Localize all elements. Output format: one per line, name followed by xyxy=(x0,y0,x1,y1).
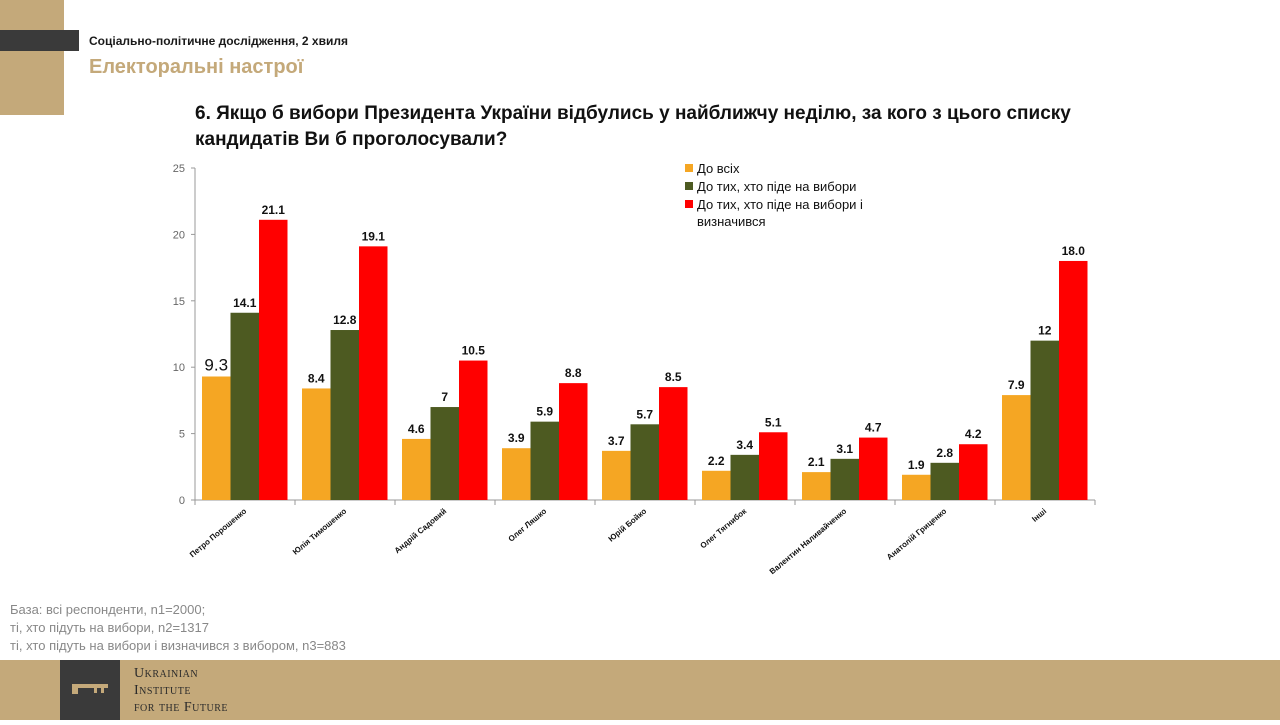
footer-bar xyxy=(0,660,1280,720)
bar xyxy=(1059,260,1088,500)
data-label: 9.3 xyxy=(204,355,228,374)
bar xyxy=(902,474,931,500)
data-label: 18.0 xyxy=(1062,244,1086,258)
bar xyxy=(259,219,288,501)
data-label: 4.7 xyxy=(865,421,882,435)
bar xyxy=(302,388,331,500)
bar xyxy=(530,421,559,500)
y-tick-label: 20 xyxy=(173,229,185,241)
bar xyxy=(802,472,831,500)
bar xyxy=(230,312,259,500)
logo-line-2: Institute xyxy=(134,683,191,698)
bar xyxy=(930,462,959,500)
bar xyxy=(202,376,231,500)
bar xyxy=(759,432,788,500)
x-category-label: Анатолій Гриценко xyxy=(885,507,948,562)
bar xyxy=(1030,340,1059,500)
x-category-label: Олег Ляшко xyxy=(507,507,549,544)
corner-decoration xyxy=(0,0,64,115)
logo-line-3: for the Future xyxy=(134,700,229,715)
x-category-label: Юрій Бойко xyxy=(607,507,649,544)
logo-line-1: Ukrainian xyxy=(134,666,199,681)
bar xyxy=(830,458,859,500)
data-label: 3.4 xyxy=(736,438,753,452)
y-tick-label: 0 xyxy=(179,495,185,507)
legend-label: До тих, хто піде на вибори xyxy=(697,179,856,194)
y-tick-label: 10 xyxy=(173,362,185,374)
data-label: 7.9 xyxy=(1008,378,1025,392)
logo-box xyxy=(60,660,120,720)
bar xyxy=(402,438,431,500)
data-label: 2.1 xyxy=(808,455,825,469)
y-tick-label: 5 xyxy=(179,429,185,441)
bar xyxy=(630,424,659,500)
data-label: 10.5 xyxy=(462,344,486,358)
data-label: 3.9 xyxy=(508,431,525,445)
bar xyxy=(702,470,731,500)
base-footnote: База: всі респонденти, n1=2000; ті, хто … xyxy=(10,601,346,655)
bar xyxy=(330,330,359,500)
bar xyxy=(859,437,888,500)
data-label: 2.8 xyxy=(936,446,953,460)
footnote-line-3: ті, хто підуть на вибори і визначився з … xyxy=(10,638,346,653)
data-label: 8.8 xyxy=(565,366,582,380)
question-title: 6. Якщо б вибори Президента України відб… xyxy=(195,101,1095,153)
x-category-label: Петро Порошенко xyxy=(188,507,248,560)
data-label: 8.5 xyxy=(665,370,682,384)
data-label: 7 xyxy=(441,390,448,404)
legend-label: визначився xyxy=(697,214,766,229)
data-label: 3.7 xyxy=(608,434,625,448)
bar xyxy=(459,360,488,500)
footnote-line-1: База: всі респонденти, n1=2000; xyxy=(10,602,206,617)
legend-swatch xyxy=(685,200,693,208)
data-label: 8.4 xyxy=(308,371,325,385)
bar xyxy=(602,450,631,500)
data-label: 1.9 xyxy=(908,458,925,472)
bar xyxy=(430,407,459,500)
x-category-label: Андрій Садовий xyxy=(393,507,449,556)
data-label: 5.9 xyxy=(536,405,553,419)
header-dark-bar xyxy=(0,30,79,51)
page-subtitle: Соціально-політичне дослідження, 2 хвиля xyxy=(89,34,348,48)
x-category-label: Юлія Тимошенко xyxy=(291,507,348,557)
data-label: 21.1 xyxy=(262,203,286,217)
data-label: 4.2 xyxy=(965,427,982,441)
x-category-label: Олег Тягнибок xyxy=(699,506,749,550)
y-tick-label: 25 xyxy=(173,163,185,175)
x-category-label: Інші xyxy=(1030,507,1048,524)
data-label: 5.7 xyxy=(636,407,653,421)
data-label: 14.1 xyxy=(233,296,257,310)
data-label: 19.1 xyxy=(362,229,386,243)
question-line-2: кандидатів Ви б проголосували? xyxy=(195,129,508,150)
footnote-line-2: ті, хто підуть на вибори, n2=1317 xyxy=(10,620,209,635)
bar xyxy=(659,387,688,500)
bar xyxy=(559,383,588,500)
bar xyxy=(730,454,759,500)
data-label: 5.1 xyxy=(765,415,782,429)
data-label: 12.8 xyxy=(333,313,357,327)
question-line-1: 6. Якщо б вибори Президента України відб… xyxy=(195,103,1071,124)
section-title: Електоральні настрої xyxy=(89,56,304,78)
data-label: 3.1 xyxy=(836,442,853,456)
bar xyxy=(502,448,531,500)
data-label: 12 xyxy=(1038,324,1052,338)
data-label: 2.2 xyxy=(708,454,725,468)
legend-label: До тих, хто піде на вибори і xyxy=(697,197,863,212)
bar xyxy=(1002,395,1031,500)
bar xyxy=(959,444,988,500)
bar-chart: 0 5 10 15 20 25 9.3 14.1 21.1 Петро Порошенко 8.4 1… xyxy=(173,161,1096,577)
logo-text: Ukrainian Institute for the Future xyxy=(134,665,228,716)
data-label: 4.6 xyxy=(408,422,425,436)
key-icon xyxy=(72,684,108,694)
legend-swatch xyxy=(685,164,693,172)
legend-swatch xyxy=(685,182,693,190)
legend-label: До всіх xyxy=(697,161,740,176)
bar xyxy=(359,246,388,500)
x-category-label: Валентин Наливайченко xyxy=(768,507,849,577)
y-tick-label: 15 xyxy=(173,296,185,308)
